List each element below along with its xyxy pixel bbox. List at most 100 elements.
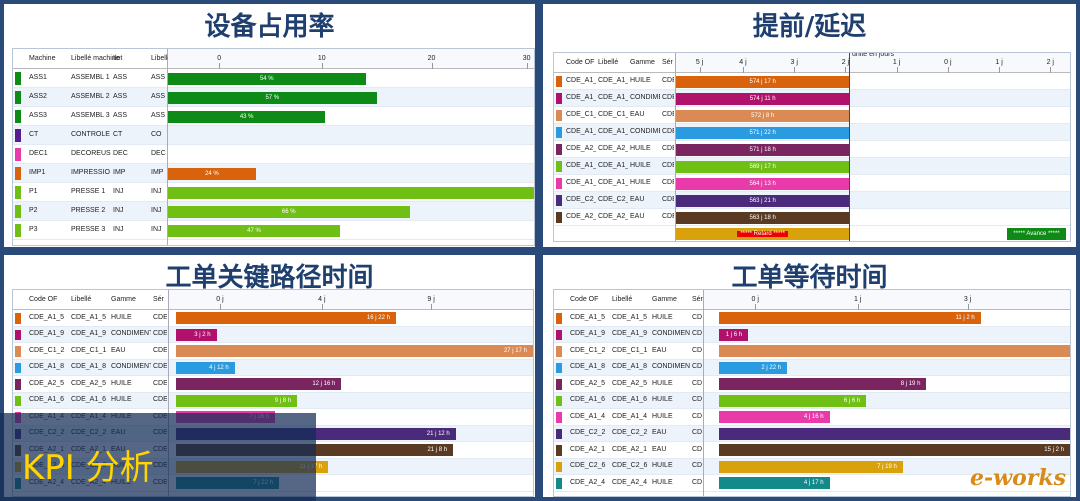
table-row[interactable]: CDE_A1_5 CDE_A1_5 HUILE CDE bbox=[554, 310, 703, 327]
cell-label: CDE_A2_5 bbox=[612, 379, 648, 387]
bar[interactable]: 569 j 17 h bbox=[676, 160, 850, 173]
bar[interactable]: 7 j 19 h bbox=[718, 460, 903, 473]
table-row[interactable]: CDE_A2_4 CDE_A2_4 HUILE CDE bbox=[554, 475, 703, 492]
column-header[interactable]: Sér bbox=[662, 59, 673, 66]
bar[interactable]: 4 j 17 h bbox=[718, 477, 830, 490]
cell-gamme: CONDIMENT bbox=[111, 363, 151, 371]
table-row[interactable]: ASS1 ASSEMBL 1 ASS ASS bbox=[13, 69, 167, 88]
bar[interactable]: 574 j 11 h bbox=[676, 92, 850, 105]
row-color-swatch bbox=[556, 76, 562, 87]
bar[interactable]: 43 % bbox=[168, 110, 326, 123]
bar[interactable]: 571 j 22 h bbox=[676, 126, 850, 139]
bar[interactable]: 47 % bbox=[168, 224, 341, 237]
table-row[interactable]: CDE_C2_2 CDE_C2_2 EAU CDE bbox=[554, 425, 703, 442]
table-row[interactable]: CDE_C2_6 CDE_C2_6 HUILE CDE bbox=[554, 458, 703, 475]
cell-gamme: HUILE bbox=[111, 379, 132, 387]
bar[interactable]: 4 j 12 h bbox=[176, 361, 235, 374]
table-row[interactable]: CDE_A1_4 CDE_A1_4 HUILE CDE bbox=[554, 409, 703, 426]
column-header[interactable]: Libellé machine bbox=[71, 55, 120, 62]
bar[interactable]: 3 j 2 h bbox=[176, 328, 217, 341]
table-row[interactable]: CDE_A2_1 CDE_A2_1 EAU CDE bbox=[554, 442, 703, 459]
table-row[interactable]: CDE_A1_6 CDE_A1_6 HUILE CDE bbox=[554, 392, 703, 409]
table-row[interactable]: CDE_A2_5 CDE_A2_5 HUILE CDE bbox=[554, 376, 703, 393]
column-header[interactable]: Code OF bbox=[570, 296, 599, 303]
bar[interactable] bbox=[718, 345, 1070, 358]
table-row[interactable]: CDE_A1_6 CDE_A1_6 HUILE CDE bbox=[13, 392, 168, 409]
bar[interactable] bbox=[718, 427, 1070, 440]
column-header[interactable]: Gamme bbox=[630, 59, 655, 66]
bar[interactable]: 27 j 17 h bbox=[176, 345, 533, 358]
bar[interactable]: 15 j 2 h bbox=[718, 444, 1070, 457]
bar[interactable]: 9 j 8 h bbox=[176, 394, 298, 407]
bar[interactable]: 54 % bbox=[168, 72, 366, 85]
column-header[interactable]: Sér bbox=[692, 296, 703, 303]
table-row[interactable]: CDE_A1_5 CDE_A1_5 HUILE CDE bbox=[13, 310, 168, 327]
cell-ilot: ASS bbox=[113, 74, 128, 81]
table-row[interactable]: ASS2 ASSEMBL 2 ASS ASS bbox=[13, 88, 167, 107]
bar[interactable]: 2 j 22 h bbox=[718, 361, 788, 374]
table-row[interactable]: P2 PRESSE 2 INJ INJ bbox=[13, 202, 167, 221]
bar[interactable]: 563 j 21 h bbox=[676, 194, 850, 207]
bar[interactable]: 1 j 6 h bbox=[718, 328, 749, 341]
table-row[interactable]: CDE_A2_5 CDE_A2_5 HUILE CDE bbox=[13, 376, 168, 393]
column-header[interactable]: Libellé bbox=[151, 55, 172, 62]
cell-code: CDE_A1_8 bbox=[566, 128, 596, 135]
bar[interactable]: 24 % bbox=[168, 167, 256, 180]
column-header[interactable]: Libellé bbox=[71, 296, 92, 303]
row-color-swatch bbox=[15, 346, 21, 357]
table-row[interactable]: IMP1 IMPRESSIO IMP IMP bbox=[13, 164, 167, 183]
table-row[interactable]: P1 PRESSE 1 INJ INJ bbox=[13, 183, 167, 202]
column-header[interactable]: Libellé bbox=[612, 296, 633, 303]
bar[interactable]: 574 j 17 h bbox=[676, 75, 850, 88]
bar[interactable]: 572 j 8 h bbox=[676, 109, 850, 122]
cell-machine: P2 bbox=[29, 207, 38, 214]
bar[interactable]: 12 j 16 h bbox=[176, 378, 342, 391]
bar[interactable] bbox=[168, 186, 534, 199]
table-row[interactable]: ASS3 ASSEMBL 3 ASS ASS bbox=[13, 107, 167, 126]
bar-label: 3 j 2 h bbox=[194, 331, 211, 338]
cell-ilot: ASS bbox=[113, 112, 128, 119]
cell-gamme: EAU bbox=[630, 111, 645, 118]
bar[interactable]: 564 j 13 h bbox=[676, 177, 850, 190]
table-row[interactable]: CT CONTROLE CT CO bbox=[13, 126, 167, 145]
column-header[interactable]: Code OF bbox=[29, 296, 58, 303]
bar[interactable]: 6 j 6 h bbox=[718, 394, 867, 407]
bar[interactable]: 57 % bbox=[168, 91, 377, 104]
column-header[interactable]: Machine bbox=[29, 55, 56, 62]
bar[interactable]: 11 j 2 h bbox=[718, 312, 981, 325]
bar[interactable]: 563 j 18 h bbox=[676, 211, 850, 224]
bar[interactable]: 66 % bbox=[168, 205, 410, 218]
column-header[interactable]: Gamme bbox=[652, 296, 677, 303]
bar[interactable]: 4 j 16 h bbox=[718, 411, 830, 424]
bar[interactable]: 16 j 22 h bbox=[176, 312, 396, 325]
column-header[interactable]: Gamme bbox=[111, 296, 136, 303]
column-header[interactable]: Libellé bbox=[598, 59, 619, 66]
table-row[interactable]: P3 PRESSE 3 INJ INJ bbox=[13, 221, 167, 240]
table-row[interactable]: CDE_C1_2 CDE_C1_1 EAU CDE bbox=[554, 343, 703, 360]
table-row[interactable]: DEC1 DECOREUSE DEC DEC bbox=[13, 145, 167, 164]
table-row[interactable]: CDE_C1_2 CDE_C1_1 EAU CDE bbox=[13, 343, 168, 360]
row-color-swatch bbox=[556, 461, 562, 472]
column-header[interactable]: Ilot bbox=[113, 55, 123, 62]
bar-label: 27 j 17 h bbox=[503, 348, 527, 355]
axis-tick-label: 0 j bbox=[944, 59, 952, 66]
column-header[interactable]: Sér bbox=[153, 296, 164, 303]
bar[interactable]: 8 j 19 h bbox=[718, 378, 927, 391]
cell-code: CDE_A1_5 bbox=[29, 313, 65, 321]
bar[interactable]: 571 j 18 h bbox=[676, 143, 850, 156]
column-header[interactable]: Code OF bbox=[566, 59, 595, 66]
